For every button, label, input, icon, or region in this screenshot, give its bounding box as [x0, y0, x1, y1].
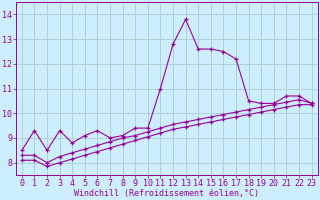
- X-axis label: Windchill (Refroidissement éolien,°C): Windchill (Refroidissement éolien,°C): [74, 189, 259, 198]
